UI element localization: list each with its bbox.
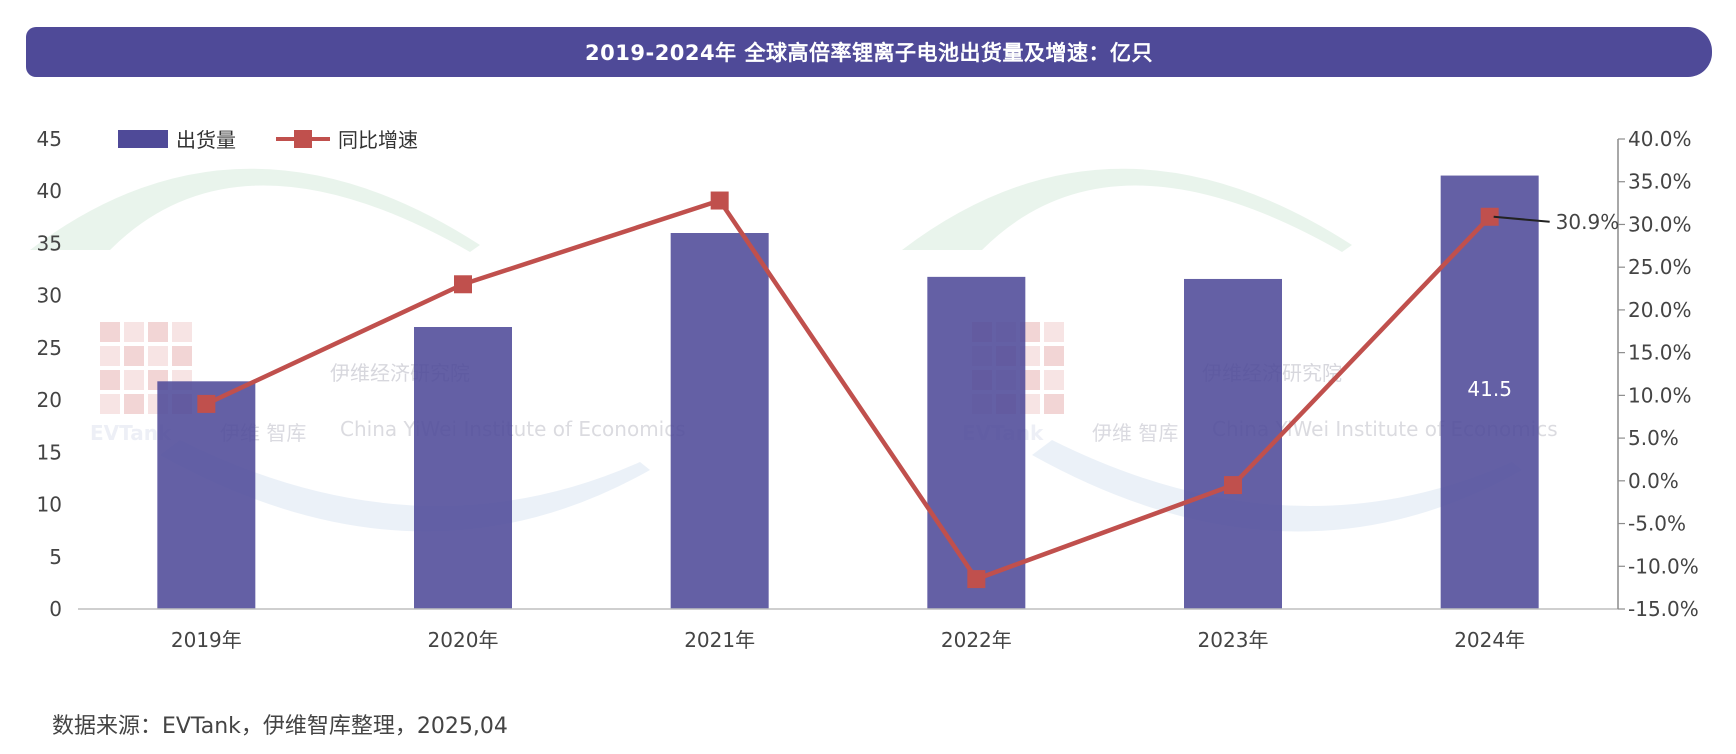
y-left-tick-label: 5 (49, 545, 62, 569)
y-right-tick-label: -5.0% (1628, 512, 1686, 536)
y-left-tick-label: 15 (37, 440, 62, 464)
watermark-logo-cell (1044, 322, 1064, 342)
line-label-leader (1493, 215, 1550, 223)
x-tick-label: 2021年 (684, 628, 755, 652)
watermark-logo-cell (124, 370, 144, 390)
y-right-tick-label: 35.0% (1628, 170, 1692, 194)
watermark-logo-cell (124, 322, 144, 342)
watermark-logo-cell (124, 346, 144, 366)
bar (1184, 278, 1282, 609)
watermark-logo-cell (1044, 370, 1064, 390)
y-right-tick-label: 15.0% (1628, 341, 1692, 365)
watermark-logo-cell (1044, 394, 1064, 414)
bar-data-label: 41.5 (1467, 377, 1512, 401)
y-left-tick-label: 10 (37, 493, 62, 517)
growth-marker (454, 275, 472, 294)
bar (670, 233, 769, 609)
x-tick-label: 2019年 (171, 628, 242, 652)
y-left-tick-label: 25 (37, 336, 62, 360)
y-left-tick-label: 35 (37, 231, 62, 255)
growth-line (205, 198, 1492, 582)
y-right-tick-label: -15.0% (1628, 597, 1699, 621)
growth-marker (967, 570, 986, 589)
growth-marker (1224, 476, 1242, 495)
y-right-tick-label: 30.0% (1628, 212, 1692, 236)
y-right-tick-label: 5.0% (1628, 426, 1679, 450)
line-data-label: 30.9% (1556, 210, 1620, 234)
watermark-logo-cell (100, 394, 120, 414)
y-left-tick-label: 0 (49, 597, 62, 621)
watermark-sub-cn: 伊维 智库 (1092, 421, 1178, 445)
y-left-tick-label: 30 (37, 284, 62, 308)
y-left-tick-label: 45 (37, 127, 62, 151)
legend-swatch-bar (118, 130, 168, 148)
chart-title: 2019-2024年 全球高倍率锂离子电池出货量及增速：亿只 (585, 41, 1153, 65)
y-left-tick-label: 20 (37, 388, 62, 412)
growth-marker (197, 394, 216, 413)
bar (927, 276, 1026, 609)
watermark-logo-cell (172, 346, 192, 366)
y-right-tick-label: 0.0% (1628, 469, 1679, 493)
y-right-tick-label: -10.0% (1628, 554, 1699, 578)
bar (414, 327, 512, 609)
legend-swatch-marker (294, 130, 312, 148)
x-tick-label: 2020年 (428, 628, 499, 652)
y-left-tick-label: 40 (37, 179, 62, 203)
growth-marker (710, 191, 729, 210)
watermark-name-en: China YiWei Institute of Economics (340, 417, 686, 441)
growth-marker (1480, 207, 1499, 226)
watermark-swoosh-bottom (160, 440, 650, 532)
x-tick-label: 2024年 (1454, 628, 1525, 652)
bar (157, 381, 256, 609)
watermark-logo-cell (100, 322, 120, 342)
y-right-tick-label: 20.0% (1628, 298, 1692, 322)
x-tick-label: 2022年 (941, 628, 1012, 652)
chart-title-bar: 2019-2024年 全球高倍率锂离子电池出货量及增速：亿只 (26, 27, 1712, 77)
watermark-logo-cell (148, 322, 168, 342)
legend-label-bar: 出货量 (176, 128, 236, 152)
watermark-logo-cell (124, 394, 144, 414)
watermark-swoosh-bottom (1032, 440, 1522, 532)
y-right-tick-label: 40.0% (1628, 127, 1692, 151)
watermark-logo-cell (100, 370, 120, 390)
y-right-tick-label: 10.0% (1628, 383, 1692, 407)
watermark-swoosh-top (30, 168, 480, 252)
watermark-logo-cell (100, 346, 120, 366)
watermark-logo-cell (1044, 346, 1064, 366)
y-right-tick-label: 25.0% (1628, 255, 1692, 279)
watermark-logo-cell (172, 322, 192, 342)
watermark-swoosh-top (902, 168, 1352, 252)
legend-label-line: 同比增速 (338, 128, 418, 152)
data-source-note: 数据来源：EVTank，伊维智库整理，2025,04 (52, 714, 508, 739)
watermark-logo-cell (148, 346, 168, 366)
x-tick-label: 2023年 (1198, 628, 1269, 652)
